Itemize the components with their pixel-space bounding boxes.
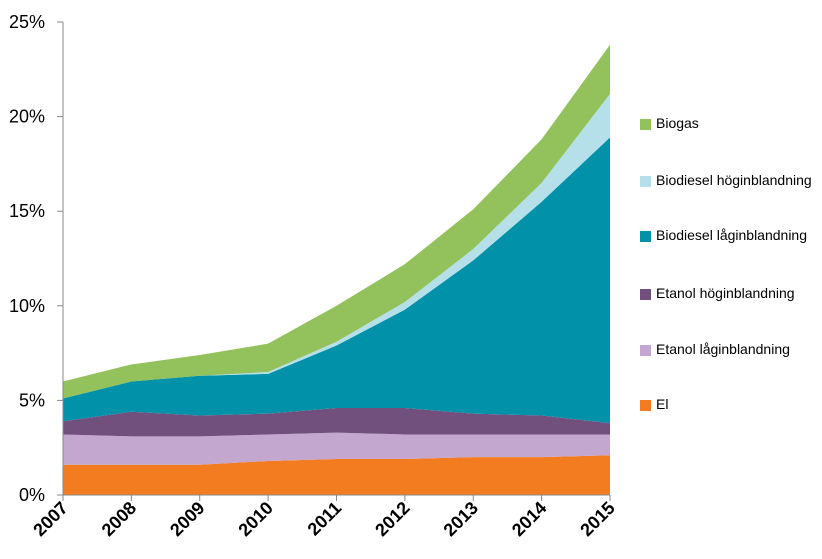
x-tick-label: 2015 bbox=[576, 498, 618, 540]
y-tick-label: 15% bbox=[9, 201, 45, 221]
area bbox=[63, 44, 610, 399]
legend-label: El bbox=[656, 396, 669, 412]
legend-label: Biodiesel låginblandning bbox=[656, 227, 808, 243]
legend-swatch bbox=[640, 231, 651, 242]
legend-swatch bbox=[640, 119, 651, 130]
y-tick-label: 10% bbox=[9, 296, 45, 316]
area bbox=[63, 407, 610, 437]
legend-swatch bbox=[640, 176, 651, 187]
legend-swatch bbox=[640, 400, 651, 411]
legend-swatch bbox=[640, 289, 651, 300]
area bbox=[63, 137, 610, 424]
y-tick-label: 20% bbox=[9, 107, 45, 127]
legend-label: Etanol höginblandning bbox=[656, 285, 795, 301]
legend-label: Biogas bbox=[656, 115, 699, 131]
x-tick-label: 2013 bbox=[440, 498, 482, 540]
y-tick-label: 0% bbox=[19, 485, 45, 505]
x-tick-label: 2011 bbox=[304, 498, 346, 540]
legend-swatch bbox=[640, 345, 651, 356]
y-tick-label: 5% bbox=[19, 390, 45, 410]
area bbox=[63, 432, 610, 465]
x-tick-label: 2014 bbox=[508, 498, 550, 540]
x-tick-label: 2010 bbox=[234, 498, 276, 540]
x-tick-label: 2009 bbox=[166, 498, 208, 540]
x-tick-label: 2012 bbox=[371, 498, 413, 540]
x-tick-label: 2008 bbox=[98, 498, 140, 540]
legend-label: Biodiesel höginblandning bbox=[656, 172, 812, 188]
legend-label: Etanol låginblandning bbox=[656, 341, 790, 357]
y-tick-label: 25% bbox=[9, 12, 45, 32]
area bbox=[63, 455, 610, 495]
